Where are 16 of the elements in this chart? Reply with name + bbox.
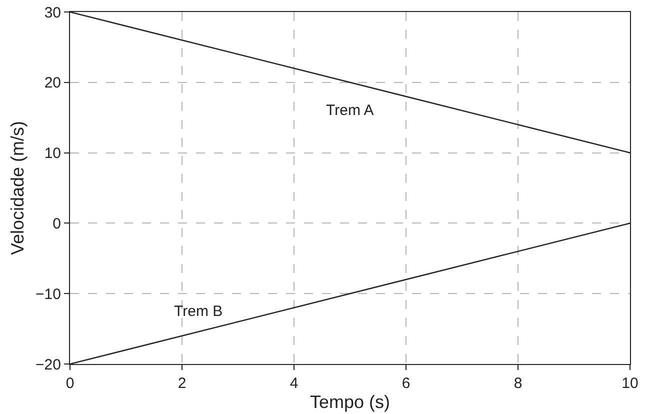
x-tick-label: 8	[514, 375, 522, 392]
x-tick-label: 4	[290, 375, 298, 392]
y-tick-label: 30	[44, 4, 61, 22]
y-tick-label: −20	[36, 356, 61, 374]
y-tick-label: 20	[44, 74, 61, 92]
y-tick-label: 0	[52, 215, 61, 232]
x-tick-label: 0	[66, 375, 74, 392]
series-label: Trem A	[326, 102, 374, 119]
series-label: Trem B	[174, 303, 223, 320]
x-tick-label: 6	[402, 375, 410, 392]
y-tick-label: −10	[36, 286, 61, 303]
x-tick-label: 2	[178, 375, 186, 392]
y-tick-label: 10	[44, 145, 61, 162]
x-tick-label: 10	[622, 375, 638, 392]
y-axis-title: Velocidade (m/s)	[8, 120, 28, 256]
x-axis-title: Tempo (s)	[310, 392, 390, 412]
